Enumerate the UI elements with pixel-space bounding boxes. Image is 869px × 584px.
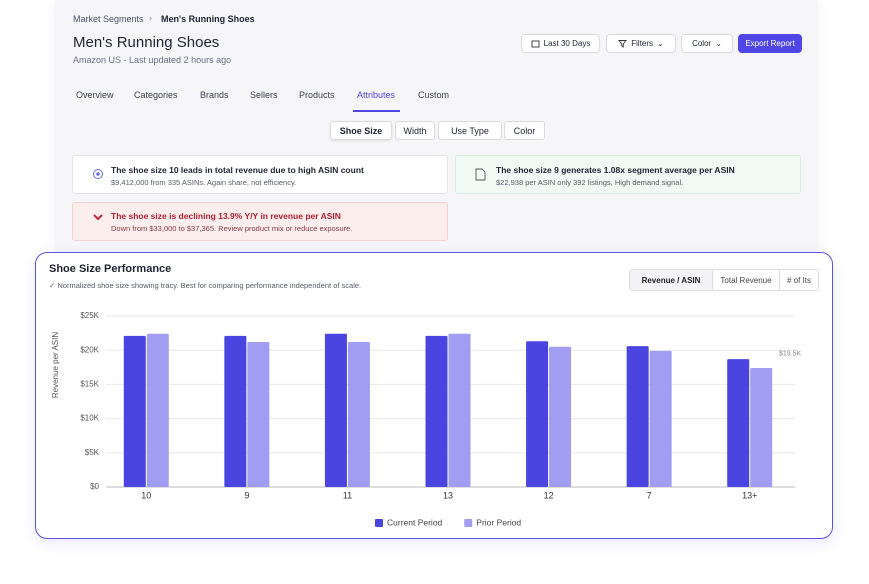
button-label: Color [692,39,712,48]
y-tick-label: $20K [80,345,99,354]
bar [347,341,370,487]
page-title: Men's Running Shoes [73,34,220,51]
legend-swatch [464,519,473,527]
insight-text: Down from $33,000 to $37,365. Review pro… [111,224,353,233]
metric-toggle-active[interactable]: Revenue / ASIN [629,269,713,291]
x-tick-label: 12 [544,490,554,500]
segment[interactable]: Use Type [438,121,502,140]
segment[interactable]: Color [504,121,545,140]
bar [649,350,672,487]
legend-swatch [375,519,383,527]
insight-text: $9,412,000 from 335 ASINs. Again share, … [111,178,297,187]
document-icon [475,168,486,181]
chart-subtitle-text: Normalized shoe size showing tracy. Best… [57,281,362,290]
target-icon [93,169,103,179]
date-range-button[interactable]: Last 30 Days [521,34,600,53]
bar [448,333,471,487]
legend-label: Current Period [387,517,443,527]
x-tick-label: 9 [244,490,249,500]
y-axis-title: Revenue per ASIN [51,332,60,398]
x-tick-label: 10 [141,490,151,500]
legend-label: Prior Period [476,517,521,527]
bar [146,333,169,487]
filters-button[interactable]: Filters ⌄ [606,34,676,53]
y-tick-label: $0 [90,482,99,491]
tab[interactable]: Categories [134,90,178,100]
segment-active[interactable]: Shoe Size [330,121,392,140]
insight-title: The shoe size is declining 13.9% Y/Y in … [111,211,341,221]
down-icon [93,214,103,221]
segment[interactable]: Width [395,121,435,140]
bar-chart: Revenue per ASIN $0 $5K $10K $15K $20K $25K 10… [51,311,802,527]
bar [526,341,549,487]
bar [750,367,773,487]
y-tick-label: $5K [85,448,100,457]
insight-title: The shoe size 9 generates 1.08x segment … [496,165,735,175]
breadcrumb-current: Men's Running Shoes [161,14,255,24]
bar [247,341,270,487]
export-button[interactable]: Export Report [738,34,802,53]
insight-card-warning: The shoe size is declining 13.9% Y/Y in … [72,202,448,241]
bar [425,335,448,487]
metric-toggle[interactable]: # of Its [779,269,819,291]
tab[interactable]: Overview [76,90,114,100]
chart-title: Shoe Size Performance [49,263,172,275]
filter-icon [618,40,628,48]
y-tick-label: $25K [80,311,99,320]
insight-text: $22,938 per ASIN only 392 listings, High… [496,178,684,187]
x-tick-label: 11 [343,490,352,500]
bar [549,346,572,487]
chevron: ⌄ [715,39,722,48]
button-label: Export Report [745,39,795,48]
insight-card: The shoe size 9 generates 1.08x segment … [455,155,801,194]
x-tick-label: 13 [443,490,453,500]
tab-active[interactable]: Attributes [357,90,396,100]
y-tick-label: $15K [80,380,99,389]
insight-card: The shoe size 10 leads in total revenue … [72,155,448,194]
chevron: ⌄ [657,39,664,48]
color-button[interactable]: Color ⌄ [681,34,733,53]
tab-underline [353,110,400,112]
bar [626,346,649,487]
y-tick-label: $10K [80,414,99,423]
calendar-icon [531,40,540,48]
insight-title: The shoe size 10 leads in total revenue … [111,165,364,175]
x-tick-label: 13+ [742,490,757,500]
bar [224,335,247,487]
button-label: Filters [631,39,654,48]
page-subtitle: Amazon US - Last updated 2 hours ago [73,55,232,65]
breadcrumb-link[interactable]: Market Segments [73,14,144,24]
bar [727,359,750,487]
tab[interactable]: Sellers [250,90,278,100]
tab[interactable]: Brands [200,90,229,100]
bar [123,335,146,487]
breadcrumb-separator: › [149,13,152,23]
annotation: $19.5K [779,350,802,357]
tab[interactable]: Products [299,90,335,100]
tab[interactable]: Custom [418,90,450,100]
bar [324,333,347,487]
x-tick-label: 7 [647,490,652,500]
button-label: Last 30 Days [543,39,591,48]
chart-subtitle: ✓ Normalized shoe size showing tracy. Be… [49,281,362,290]
